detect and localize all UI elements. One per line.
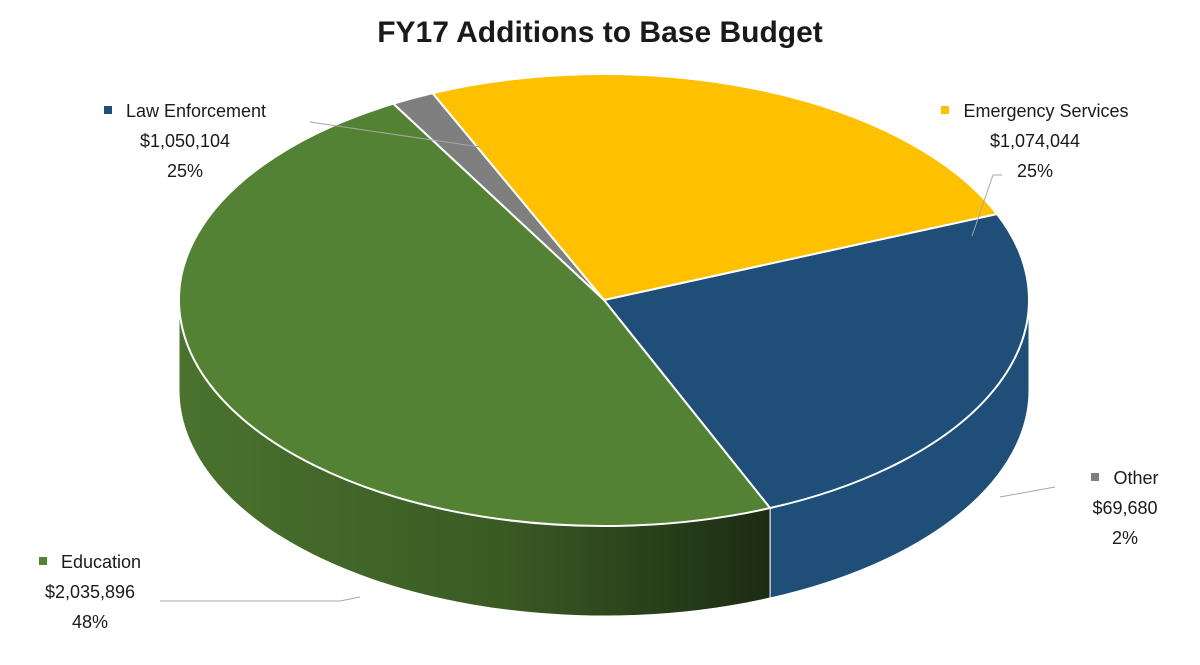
law-enforcement-leader-line <box>309 121 481 148</box>
other-leader-line <box>999 486 1056 498</box>
emergency-services-swatch <box>941 106 950 114</box>
emergency-services-value: $1,074,044 <box>989 131 1081 151</box>
law-enforcement-value: $1,050,104 <box>139 131 231 151</box>
emergency-services-name: Emergency Services <box>963 101 1129 121</box>
law-enforcement-name: Law Enforcement <box>125 101 267 121</box>
data-label-education: Education $2,035,896 48% <box>10 547 170 637</box>
other-swatch <box>1091 473 1100 481</box>
other-value: $69,680 <box>1092 498 1158 518</box>
education-name: Education <box>60 552 142 572</box>
law-enforcement-percent: 25% <box>166 161 204 181</box>
emergency-services-slice <box>430 73 999 302</box>
other-percent: 2% <box>1111 528 1138 548</box>
education-swatch <box>38 557 47 565</box>
emergency-services-percent: 25% <box>1016 161 1054 181</box>
other-name: Other <box>1113 468 1159 488</box>
data-label-law-enforcement: Law Enforcement $1,050,104 25% <box>60 96 310 186</box>
chart-title: FY17 Additions to Base Budget <box>377 16 823 49</box>
education-value: $2,035,896 <box>44 582 136 602</box>
law-enforcement-slice <box>602 212 1030 510</box>
data-label-other: Other $69,680 2% <box>1060 463 1190 553</box>
education-percent: 48% <box>71 612 109 632</box>
emergency-services-leader-line <box>971 174 1002 237</box>
education-leader-line <box>160 596 361 602</box>
education-slice <box>178 102 772 528</box>
data-label-emergency-services: Emergency Services $1,074,044 25% <box>890 96 1180 186</box>
law-enforcement-swatch <box>103 106 112 114</box>
